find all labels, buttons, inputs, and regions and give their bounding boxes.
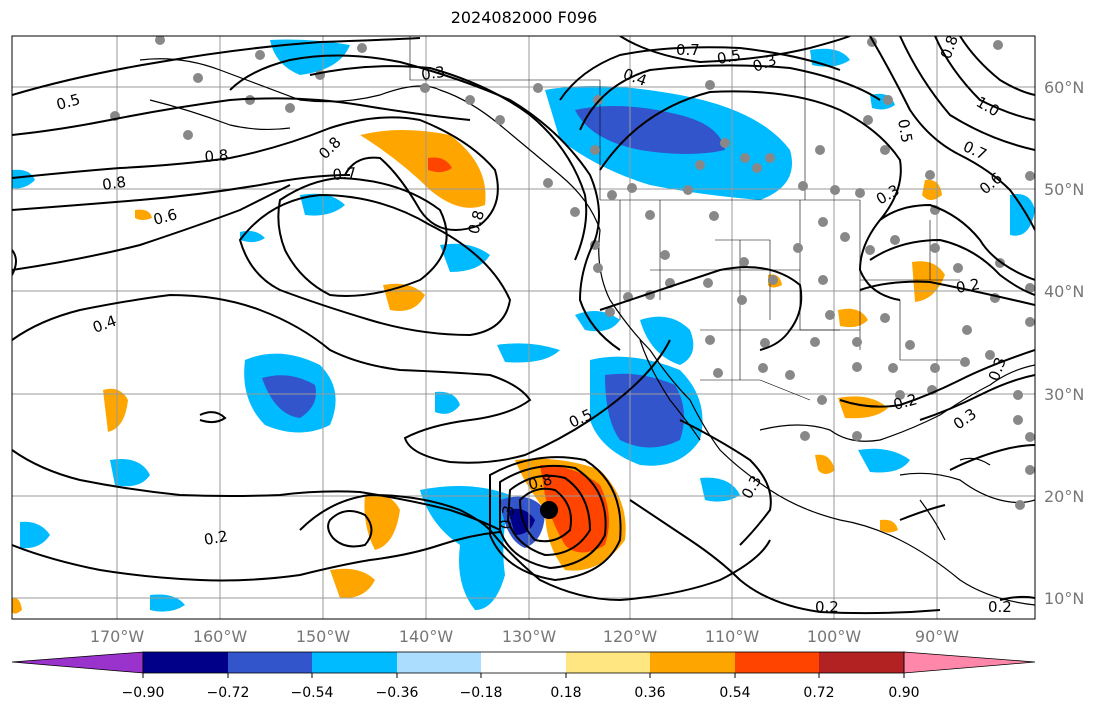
contour-label: 0.8 [204, 146, 229, 166]
lat-label-20n: 20°N [1044, 487, 1084, 506]
contour-label: 0.7 [676, 41, 700, 59]
colorbar-segment [481, 652, 566, 673]
colorbar-tick: −0.18 [460, 685, 503, 701]
latitude-labels: 60°N 50°N 40°N 30°N 20°N 10°N [1044, 78, 1084, 608]
lat-label-50n: 50°N [1044, 180, 1084, 199]
contour-label: 0.2 [955, 275, 982, 297]
lon-label-160w: 160°W [193, 627, 248, 646]
contour-label: 0.2 [988, 598, 1012, 616]
contour-label: 0.2 [891, 390, 919, 414]
colorbar: −0.90 −0.72 −0.54 −0.36 −0.18 0.18 0.36 … [11, 651, 1036, 701]
colorbar-segment [397, 652, 481, 673]
colorbar-segment [312, 652, 397, 673]
contour-label: 0.3 [420, 63, 446, 84]
lon-label-130w: 130°W [502, 627, 557, 646]
contour-label: 0.7 [332, 164, 357, 184]
colorbar-tick: −0.54 [291, 685, 334, 701]
colorbar-tick: 0.18 [550, 685, 581, 701]
colorbar-tick: 0.90 [888, 685, 919, 701]
contour-label: 0.6 [151, 205, 179, 229]
lat-label-40n: 40°N [1044, 282, 1084, 301]
colorbar-segment [735, 652, 819, 673]
contour-label: 0.8 [464, 208, 488, 236]
colorbar-tick: −0.90 [122, 685, 165, 701]
contour-label: 0.5 [716, 46, 743, 68]
colorbar-tick: −0.36 [376, 685, 419, 701]
lon-label-100w: 100°W [807, 627, 862, 646]
contour-label: 0.2 [203, 527, 230, 549]
lon-label-110w: 110°W [705, 627, 760, 646]
graticule [12, 36, 1035, 619]
longitude-labels: 170°W 160°W 150°W 140°W 130°W 120°W 110°… [90, 627, 959, 646]
colorbar-segment [819, 652, 904, 673]
colorbar-extend-high [903, 651, 1036, 674]
station-markers [110, 36, 1035, 510]
colorbar-segment [650, 652, 735, 673]
colorbar-tick: 0.36 [634, 685, 665, 701]
colorbar-extend-low [11, 651, 144, 674]
colorbar-tick: 0.54 [719, 685, 750, 701]
colorbar-segment [143, 652, 228, 673]
colorbar-tick: −0.72 [207, 685, 250, 701]
contour-label: 0.8 [526, 470, 554, 494]
map-frame [11, 35, 1036, 620]
contour-lines [12, 36, 1035, 615]
lon-label-150w: 150°W [296, 627, 351, 646]
lat-label-60n: 60°N [1044, 78, 1084, 97]
contour-label: 0.8 [101, 173, 127, 194]
lon-label-120w: 120°W [603, 627, 658, 646]
contour-label: 0.5 [54, 90, 82, 114]
storm-center-marker [540, 501, 558, 519]
colorbar-segment [566, 652, 650, 673]
contour-label: 0.3 [496, 504, 518, 531]
lon-label-140w: 140°W [399, 627, 454, 646]
lat-label-30n: 30°N [1044, 385, 1084, 404]
lon-label-170w: 170°W [90, 627, 145, 646]
colorbar-tick: 0.72 [803, 685, 834, 701]
colorbar-segment [228, 652, 312, 673]
contour-label: 0.2 [815, 598, 839, 616]
contour-label: 0.5 [894, 118, 916, 145]
lat-label-10n: 10°N [1044, 589, 1084, 608]
map-title: 2024082000 F096 [450, 8, 598, 27]
lon-label-90w: 90°W [915, 627, 959, 646]
